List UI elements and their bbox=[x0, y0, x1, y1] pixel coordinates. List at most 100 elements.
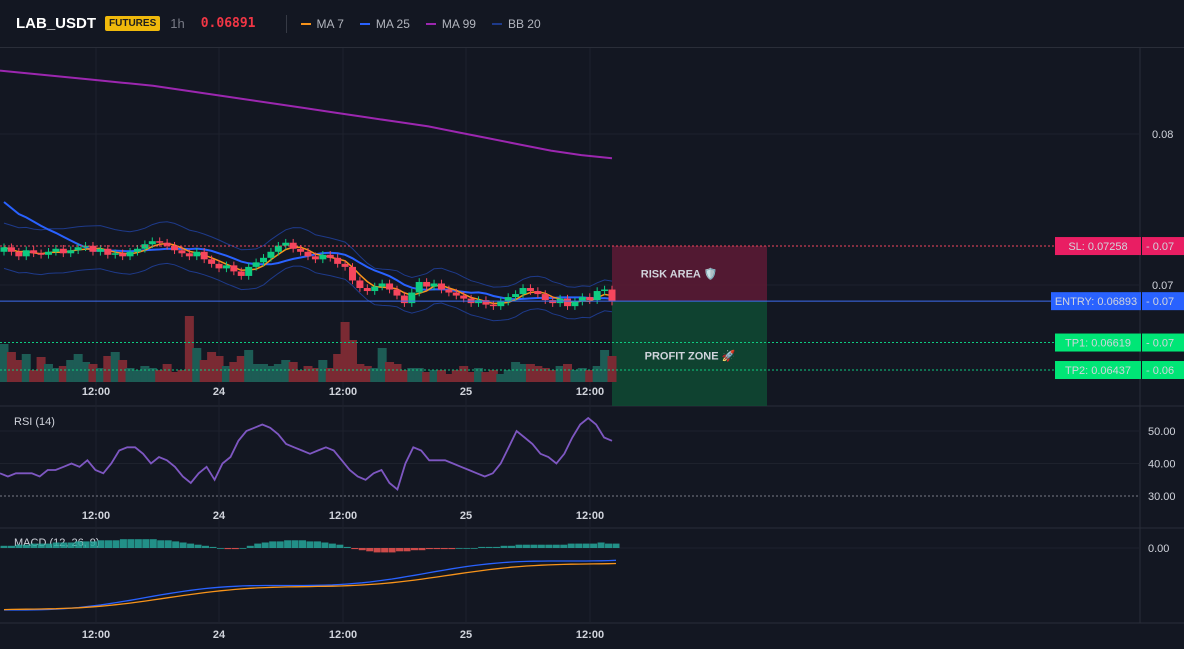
futures-badge: FUTURES bbox=[105, 16, 161, 31]
volume-bar bbox=[399, 370, 409, 382]
legend-label: MA 7 bbox=[316, 16, 344, 31]
volume-bar bbox=[422, 372, 432, 382]
volume-bar bbox=[474, 368, 484, 382]
macd-histogram-bar bbox=[336, 544, 344, 548]
volume-bar bbox=[162, 364, 172, 382]
legend-item-bb-20[interactable]: BB 20 bbox=[491, 16, 541, 31]
macd-histogram-bar bbox=[440, 548, 448, 550]
sl-axis-value: - 0.07 bbox=[1146, 241, 1174, 253]
macd-histogram-bar bbox=[45, 543, 53, 548]
volume-bar bbox=[66, 360, 76, 382]
volume-bar bbox=[296, 370, 306, 382]
volume-bar bbox=[429, 370, 439, 382]
volume-bar bbox=[466, 372, 476, 382]
volume-bar bbox=[281, 360, 291, 382]
chart-canvas[interactable]: RISK AREA 🛡️ PROFIT ZONE 🚀 SL: 0.07258 - 0.… bbox=[0, 48, 1184, 649]
entry-label: ENTRY: 0.06893 bbox=[1055, 296, 1137, 308]
volume-bar bbox=[555, 366, 565, 382]
macd-histogram-bar bbox=[530, 544, 538, 548]
volume-bar bbox=[103, 356, 113, 382]
volume-bar bbox=[362, 366, 372, 382]
candle-body bbox=[423, 281, 431, 287]
symbol-title[interactable]: LAB_USDT bbox=[16, 15, 97, 32]
candle-body bbox=[304, 251, 312, 257]
legend-swatch bbox=[300, 22, 311, 25]
macd-histogram-bar bbox=[216, 548, 224, 549]
y-tick-label: 0.08 bbox=[1152, 129, 1173, 141]
macd-histogram-bar bbox=[187, 543, 195, 548]
bb-lower-line bbox=[3, 262, 613, 322]
volume-bar bbox=[110, 352, 120, 382]
profit-zone-label: PROFIT ZONE 🚀 bbox=[645, 350, 736, 363]
volume-bar bbox=[214, 356, 224, 382]
volume-bar bbox=[511, 362, 521, 382]
x-tick-label: 12:00 bbox=[329, 510, 357, 522]
candle-body bbox=[452, 292, 460, 296]
legend-item-ma-99[interactable]: MA 99 bbox=[425, 17, 476, 31]
x-tick-label: 12:00 bbox=[82, 386, 110, 398]
rsi-title: RSI (14) bbox=[14, 416, 55, 428]
macd-histogram-bar bbox=[321, 542, 329, 548]
legend-swatch bbox=[359, 22, 370, 25]
macd-histogram-bar bbox=[500, 545, 508, 548]
macd-histogram-bar bbox=[299, 540, 307, 548]
macd-histogram-bar bbox=[455, 548, 463, 549]
timeframe-label[interactable]: 1h bbox=[170, 16, 185, 31]
candle-body bbox=[497, 301, 505, 307]
macd-histogram-bar bbox=[313, 541, 321, 548]
candle-body bbox=[482, 300, 490, 305]
volume-bar bbox=[503, 370, 513, 382]
macd-histogram-bar bbox=[22, 544, 30, 548]
macd-histogram-bar bbox=[545, 544, 553, 548]
volume-bar bbox=[236, 356, 246, 382]
candle-body bbox=[297, 248, 305, 252]
volume-bar bbox=[88, 364, 98, 382]
candle-body bbox=[44, 251, 52, 255]
macd-histogram-bar bbox=[418, 548, 426, 551]
candle-body bbox=[608, 289, 616, 302]
candle-body bbox=[282, 242, 290, 246]
macd-histogram-bar bbox=[537, 544, 545, 548]
macd-histogram-bar bbox=[112, 540, 120, 548]
macd-histogram-bar bbox=[567, 543, 575, 548]
volume-bar bbox=[14, 360, 24, 382]
volume-bar bbox=[370, 368, 380, 382]
legend-item-ma-25[interactable]: MA 25 bbox=[359, 17, 410, 31]
macd-histogram-bar bbox=[343, 546, 351, 548]
risk-area-label: RISK AREA 🛡️ bbox=[641, 268, 717, 281]
volume-bar bbox=[251, 364, 261, 382]
candle-body bbox=[59, 248, 67, 254]
macd-histogram-bar bbox=[239, 548, 247, 549]
macd-histogram-bar bbox=[149, 539, 157, 548]
candle-body bbox=[274, 245, 282, 252]
rsi-y-tick: 40.00 bbox=[1148, 459, 1176, 471]
candle-body bbox=[111, 253, 119, 255]
legend-swatch bbox=[491, 22, 502, 25]
macd-signal-line bbox=[3, 562, 617, 611]
legend-item-ma-7[interactable]: MA 7 bbox=[300, 16, 344, 31]
candle-body bbox=[578, 297, 586, 302]
x-tick-label: 25 bbox=[460, 629, 472, 641]
macd-histogram-bar bbox=[231, 548, 239, 550]
macd-histogram-bar bbox=[75, 541, 83, 548]
candle-body bbox=[0, 247, 8, 252]
sl-axis-bg bbox=[1142, 237, 1184, 256]
macd-histogram-bar bbox=[612, 543, 620, 548]
macd-histogram-bar bbox=[261, 542, 269, 548]
candle-body bbox=[104, 248, 112, 255]
volume-bar bbox=[444, 374, 454, 382]
volume-bar bbox=[414, 368, 424, 382]
legend-label: BB 20 bbox=[507, 16, 541, 31]
volume-bar bbox=[288, 362, 298, 382]
macd-histogram-bar bbox=[284, 540, 292, 548]
candle-body bbox=[67, 250, 75, 254]
candle-body bbox=[222, 265, 230, 269]
macd-histogram-bar bbox=[575, 543, 583, 548]
volume-bar bbox=[177, 370, 187, 382]
volume-bar bbox=[600, 350, 610, 382]
volume-bar bbox=[207, 352, 217, 382]
volume-bar bbox=[377, 348, 387, 382]
macd-histogram-bar bbox=[157, 540, 165, 548]
x-tick-label: 25 bbox=[460, 510, 472, 522]
macd-histogram-bar bbox=[52, 542, 60, 548]
